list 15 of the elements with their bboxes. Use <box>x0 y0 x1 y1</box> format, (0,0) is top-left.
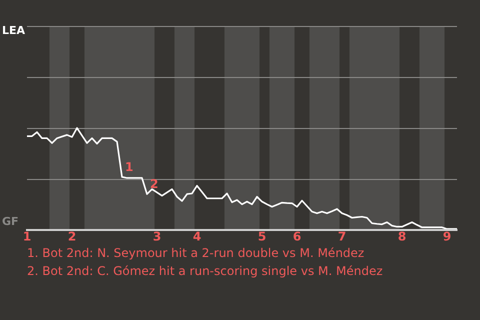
x-tick-label: 5 <box>258 229 266 244</box>
x-tick-label: 3 <box>152 229 162 244</box>
x-tick-label: 6 <box>292 229 302 244</box>
x-tick-label: 4 <box>192 229 202 244</box>
text: LEA <box>2 24 26 37</box>
x-tick-label: 2 <box>68 229 76 244</box>
text: 2. Bot 2nd: C. Gómez hit a run-scoring single vs M. Méndez <box>27 264 383 278</box>
x-tick-label: 1 <box>22 229 32 244</box>
annotation: 2 <box>150 177 158 192</box>
x-tick-label: 7 <box>338 229 346 244</box>
text: GF <box>2 214 19 228</box>
x-tick-label: 8 <box>398 229 406 244</box>
annotation: 1 <box>125 160 134 174</box>
x-tick-label: 9 <box>442 229 452 244</box>
text: 1. Bot 2nd: N. Seymour hit a 2-run double vs M. Méndez <box>27 246 364 260</box>
